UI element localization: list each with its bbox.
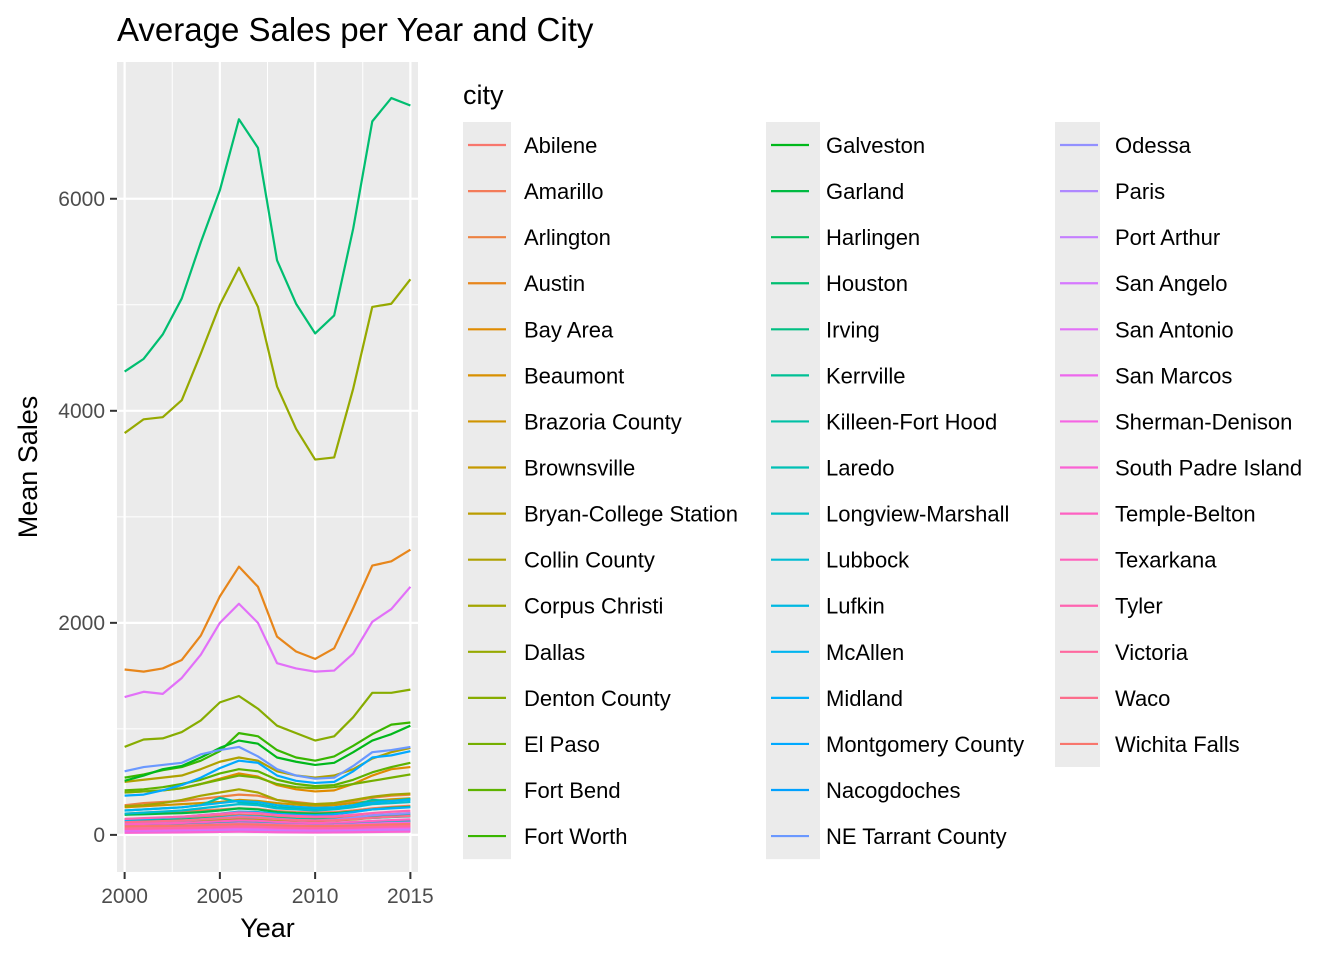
legend-label: Sherman-Denison <box>1115 409 1292 434</box>
legend-label: Brownsville <box>524 456 635 481</box>
legend-label: Lufkin <box>826 594 885 619</box>
series-line-tyler <box>124 809 411 821</box>
legend-label: Brazoria County <box>524 409 682 434</box>
legend-label: Montgomery County <box>826 732 1024 757</box>
series-line-galveston <box>124 724 411 782</box>
y-tick-label: 2000 <box>58 612 105 635</box>
legend-label: Paris <box>1115 179 1165 204</box>
x-tick-label: 2010 <box>292 885 339 908</box>
legend-label: Odessa <box>1115 133 1192 158</box>
series-line-temple-belton <box>124 818 411 826</box>
series-line-victoria <box>124 824 411 830</box>
legend-label: Wichita Falls <box>1115 732 1240 757</box>
legend-label: Kerrville <box>826 363 905 388</box>
legend-label: Killeen-Fort Hood <box>826 409 997 434</box>
legend-label: Denton County <box>524 686 671 711</box>
legend-label: Longview-Marshall <box>826 502 1009 527</box>
legend-key-background <box>766 122 820 860</box>
legend-key-background <box>1055 122 1100 767</box>
series-line-mcallen <box>124 798 411 812</box>
series-line-ne-tarrant-county <box>124 745 411 780</box>
legend-label: Galveston <box>826 133 925 158</box>
x-tick-label: 2005 <box>197 885 244 908</box>
series-line-lubbock <box>124 800 411 815</box>
axes: 2000 2005 2010 2015 0 2000 4000 6000 <box>58 188 433 908</box>
legend-label: San Angelo <box>1115 271 1228 296</box>
y-tick-label: 6000 <box>58 188 105 211</box>
legend-label: Port Arthur <box>1115 225 1220 250</box>
legend-label: El Paso <box>524 732 600 757</box>
series-line-corpus-christi <box>124 788 411 808</box>
legend-label: San Marcos <box>1115 363 1232 388</box>
series-line-montgomery-county <box>124 750 411 797</box>
legend: city Abilene Amarillo Arlington Austin Bay A… <box>463 80 1302 860</box>
legend-label: Garland <box>826 179 904 204</box>
legend-label: Bay Area <box>524 317 614 342</box>
legend-label: Collin County <box>524 548 655 573</box>
series-line-houston <box>124 96 411 373</box>
y-axis-title: Mean Sales <box>13 396 43 539</box>
series-line-el-paso <box>124 773 411 794</box>
legend-label: Lubbock <box>826 548 910 573</box>
legend-label: Bryan-College Station <box>524 502 738 527</box>
legend-label: Texarkana <box>1115 548 1217 573</box>
legend-key-background <box>463 122 511 860</box>
legend-label: Austin <box>524 271 585 296</box>
legend-label: Fort Bend <box>524 778 621 803</box>
legend-label: Irving <box>826 317 880 342</box>
x-tick-label: 2000 <box>101 885 148 908</box>
legend-label: Harlingen <box>826 225 920 250</box>
legend-label: Amarillo <box>524 179 603 204</box>
legend-label: Beaumont <box>524 363 624 388</box>
series-line-port-arthur <box>124 828 411 833</box>
legend-label: Arlington <box>524 225 611 250</box>
legend-label: Dallas <box>524 640 585 665</box>
x-tick-label: 2015 <box>387 885 434 908</box>
legend-label: Nacogdoches <box>826 778 961 803</box>
series-lines <box>123 96 412 834</box>
legend-label: Victoria <box>1115 640 1189 665</box>
series-line-austin <box>124 548 411 673</box>
y-tick-label: 0 <box>93 824 105 847</box>
legend-label: NE Tarrant County <box>826 824 1007 849</box>
legend-label: Corpus Christi <box>524 594 663 619</box>
legend-label: Temple-Belton <box>1115 502 1256 527</box>
series-line-wichita-falls <box>124 822 411 828</box>
x-axis-title: Year <box>240 913 295 943</box>
legend-title: city <box>463 80 504 110</box>
grid-lines <box>117 62 418 872</box>
series-line-san-antonio <box>124 586 412 699</box>
series-line-waco <box>124 814 411 824</box>
legend-label: South Padre Island <box>1115 456 1302 481</box>
legend-label: Waco <box>1115 686 1170 711</box>
legend-label: McAllen <box>826 640 904 665</box>
legend-label: Tyler <box>1115 594 1163 619</box>
legend-label: San Antonio <box>1115 317 1234 342</box>
legend-label: Houston <box>826 271 908 296</box>
legend-label: Fort Worth <box>524 824 628 849</box>
series-line-dallas <box>123 266 412 461</box>
series-line-denton-county <box>124 688 411 748</box>
series-line-fort-bend <box>124 761 411 792</box>
series-line-south-padre-island <box>124 830 411 834</box>
y-tick-label: 4000 <box>58 400 105 423</box>
legend-label: Midland <box>826 686 903 711</box>
chart-title: Average Sales per Year and City <box>117 11 594 48</box>
legend-label: Laredo <box>826 456 895 481</box>
legend-label: Abilene <box>524 133 597 158</box>
